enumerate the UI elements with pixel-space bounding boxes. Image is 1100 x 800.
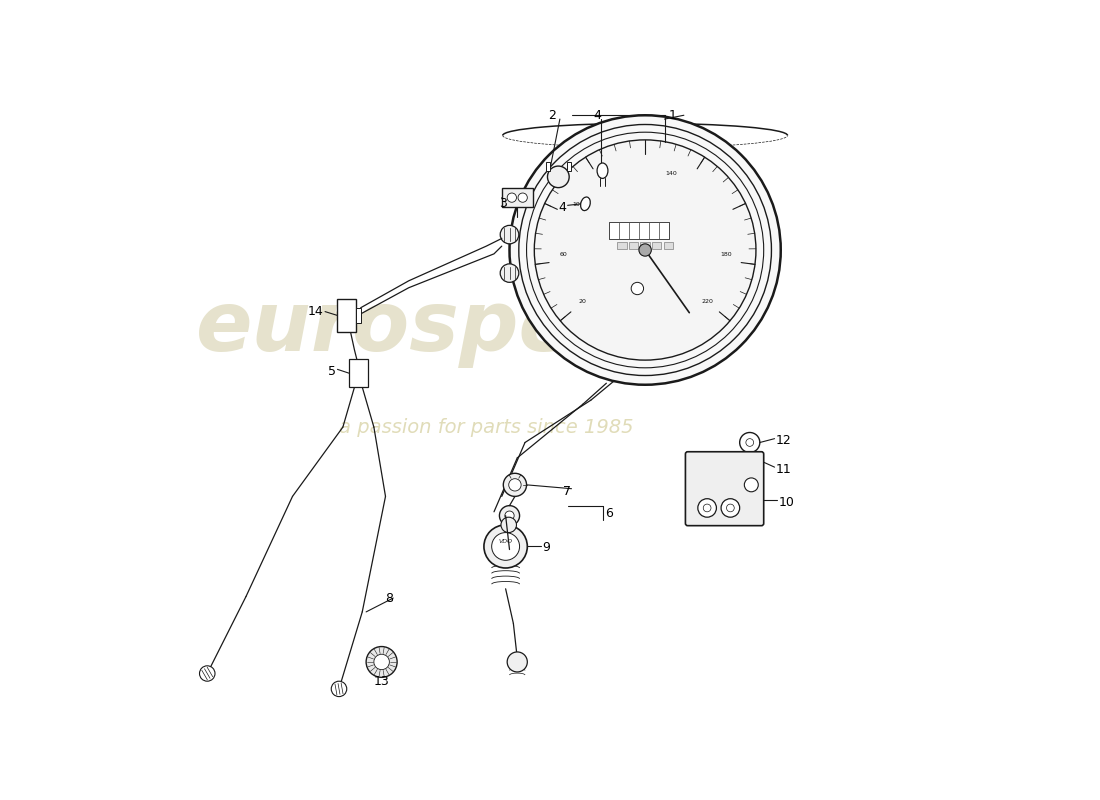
Circle shape bbox=[548, 166, 569, 188]
Bar bbox=[502, 188, 532, 207]
Text: 12: 12 bbox=[777, 434, 792, 446]
Circle shape bbox=[500, 264, 519, 282]
Text: 4: 4 bbox=[558, 201, 566, 214]
Circle shape bbox=[504, 474, 527, 496]
Circle shape bbox=[631, 282, 644, 294]
Text: 7: 7 bbox=[563, 485, 572, 498]
Circle shape bbox=[492, 533, 519, 560]
Text: a passion for parts since 1985: a passion for parts since 1985 bbox=[339, 418, 634, 437]
Text: VDO: VDO bbox=[498, 539, 513, 544]
Text: 13: 13 bbox=[374, 674, 389, 688]
Circle shape bbox=[703, 504, 711, 512]
Text: 3: 3 bbox=[499, 198, 507, 210]
Circle shape bbox=[509, 115, 781, 385]
Text: 20: 20 bbox=[579, 299, 586, 305]
Text: 6: 6 bbox=[605, 507, 613, 520]
Circle shape bbox=[722, 498, 739, 517]
Circle shape bbox=[535, 140, 756, 360]
Text: 140: 140 bbox=[666, 171, 676, 176]
Circle shape bbox=[500, 226, 519, 244]
Text: 11: 11 bbox=[777, 463, 792, 476]
Text: 14: 14 bbox=[308, 305, 323, 318]
Circle shape bbox=[697, 498, 716, 517]
Circle shape bbox=[507, 652, 527, 672]
Circle shape bbox=[739, 433, 760, 453]
Circle shape bbox=[746, 438, 754, 446]
Ellipse shape bbox=[581, 197, 591, 210]
Circle shape bbox=[747, 456, 752, 462]
Circle shape bbox=[505, 511, 514, 520]
Circle shape bbox=[508, 478, 521, 491]
Bar bbox=[640, 242, 650, 250]
Bar bbox=[649, 222, 659, 239]
Text: 4: 4 bbox=[593, 109, 601, 122]
FancyBboxPatch shape bbox=[685, 452, 763, 526]
Bar bbox=[663, 242, 673, 250]
Bar bbox=[639, 222, 649, 239]
Bar bbox=[617, 242, 627, 250]
Bar bbox=[608, 222, 669, 239]
Circle shape bbox=[374, 654, 389, 670]
Circle shape bbox=[331, 682, 346, 697]
Text: 220: 220 bbox=[702, 299, 714, 305]
Text: 60: 60 bbox=[560, 251, 568, 257]
Bar bbox=[338, 298, 356, 332]
Circle shape bbox=[484, 525, 527, 568]
Circle shape bbox=[742, 452, 758, 467]
Bar bbox=[629, 242, 638, 250]
Circle shape bbox=[726, 504, 735, 512]
Bar bbox=[652, 242, 661, 250]
Circle shape bbox=[500, 517, 517, 533]
Ellipse shape bbox=[597, 163, 608, 178]
Circle shape bbox=[518, 193, 527, 202]
Bar bbox=[608, 222, 619, 239]
Bar bbox=[619, 222, 629, 239]
Circle shape bbox=[639, 244, 651, 256]
Circle shape bbox=[507, 193, 517, 202]
Text: 100: 100 bbox=[572, 202, 584, 207]
Circle shape bbox=[499, 506, 519, 526]
Circle shape bbox=[745, 478, 758, 492]
Bar bbox=[629, 222, 639, 239]
Bar bbox=[546, 162, 550, 171]
Text: 10: 10 bbox=[779, 496, 794, 509]
Text: eurospe: eurospe bbox=[196, 286, 575, 367]
Text: 180: 180 bbox=[720, 251, 733, 257]
Circle shape bbox=[199, 666, 214, 682]
Text: 8: 8 bbox=[385, 591, 394, 605]
Text: 2: 2 bbox=[548, 109, 556, 122]
Text: 5: 5 bbox=[328, 365, 336, 378]
Bar bbox=[659, 222, 669, 239]
Circle shape bbox=[505, 540, 514, 550]
Circle shape bbox=[366, 646, 397, 678]
Bar bbox=[566, 162, 571, 171]
Text: 9: 9 bbox=[542, 542, 550, 554]
Text: 1: 1 bbox=[669, 109, 676, 122]
Bar bbox=[356, 308, 361, 323]
Bar bbox=[349, 359, 367, 387]
